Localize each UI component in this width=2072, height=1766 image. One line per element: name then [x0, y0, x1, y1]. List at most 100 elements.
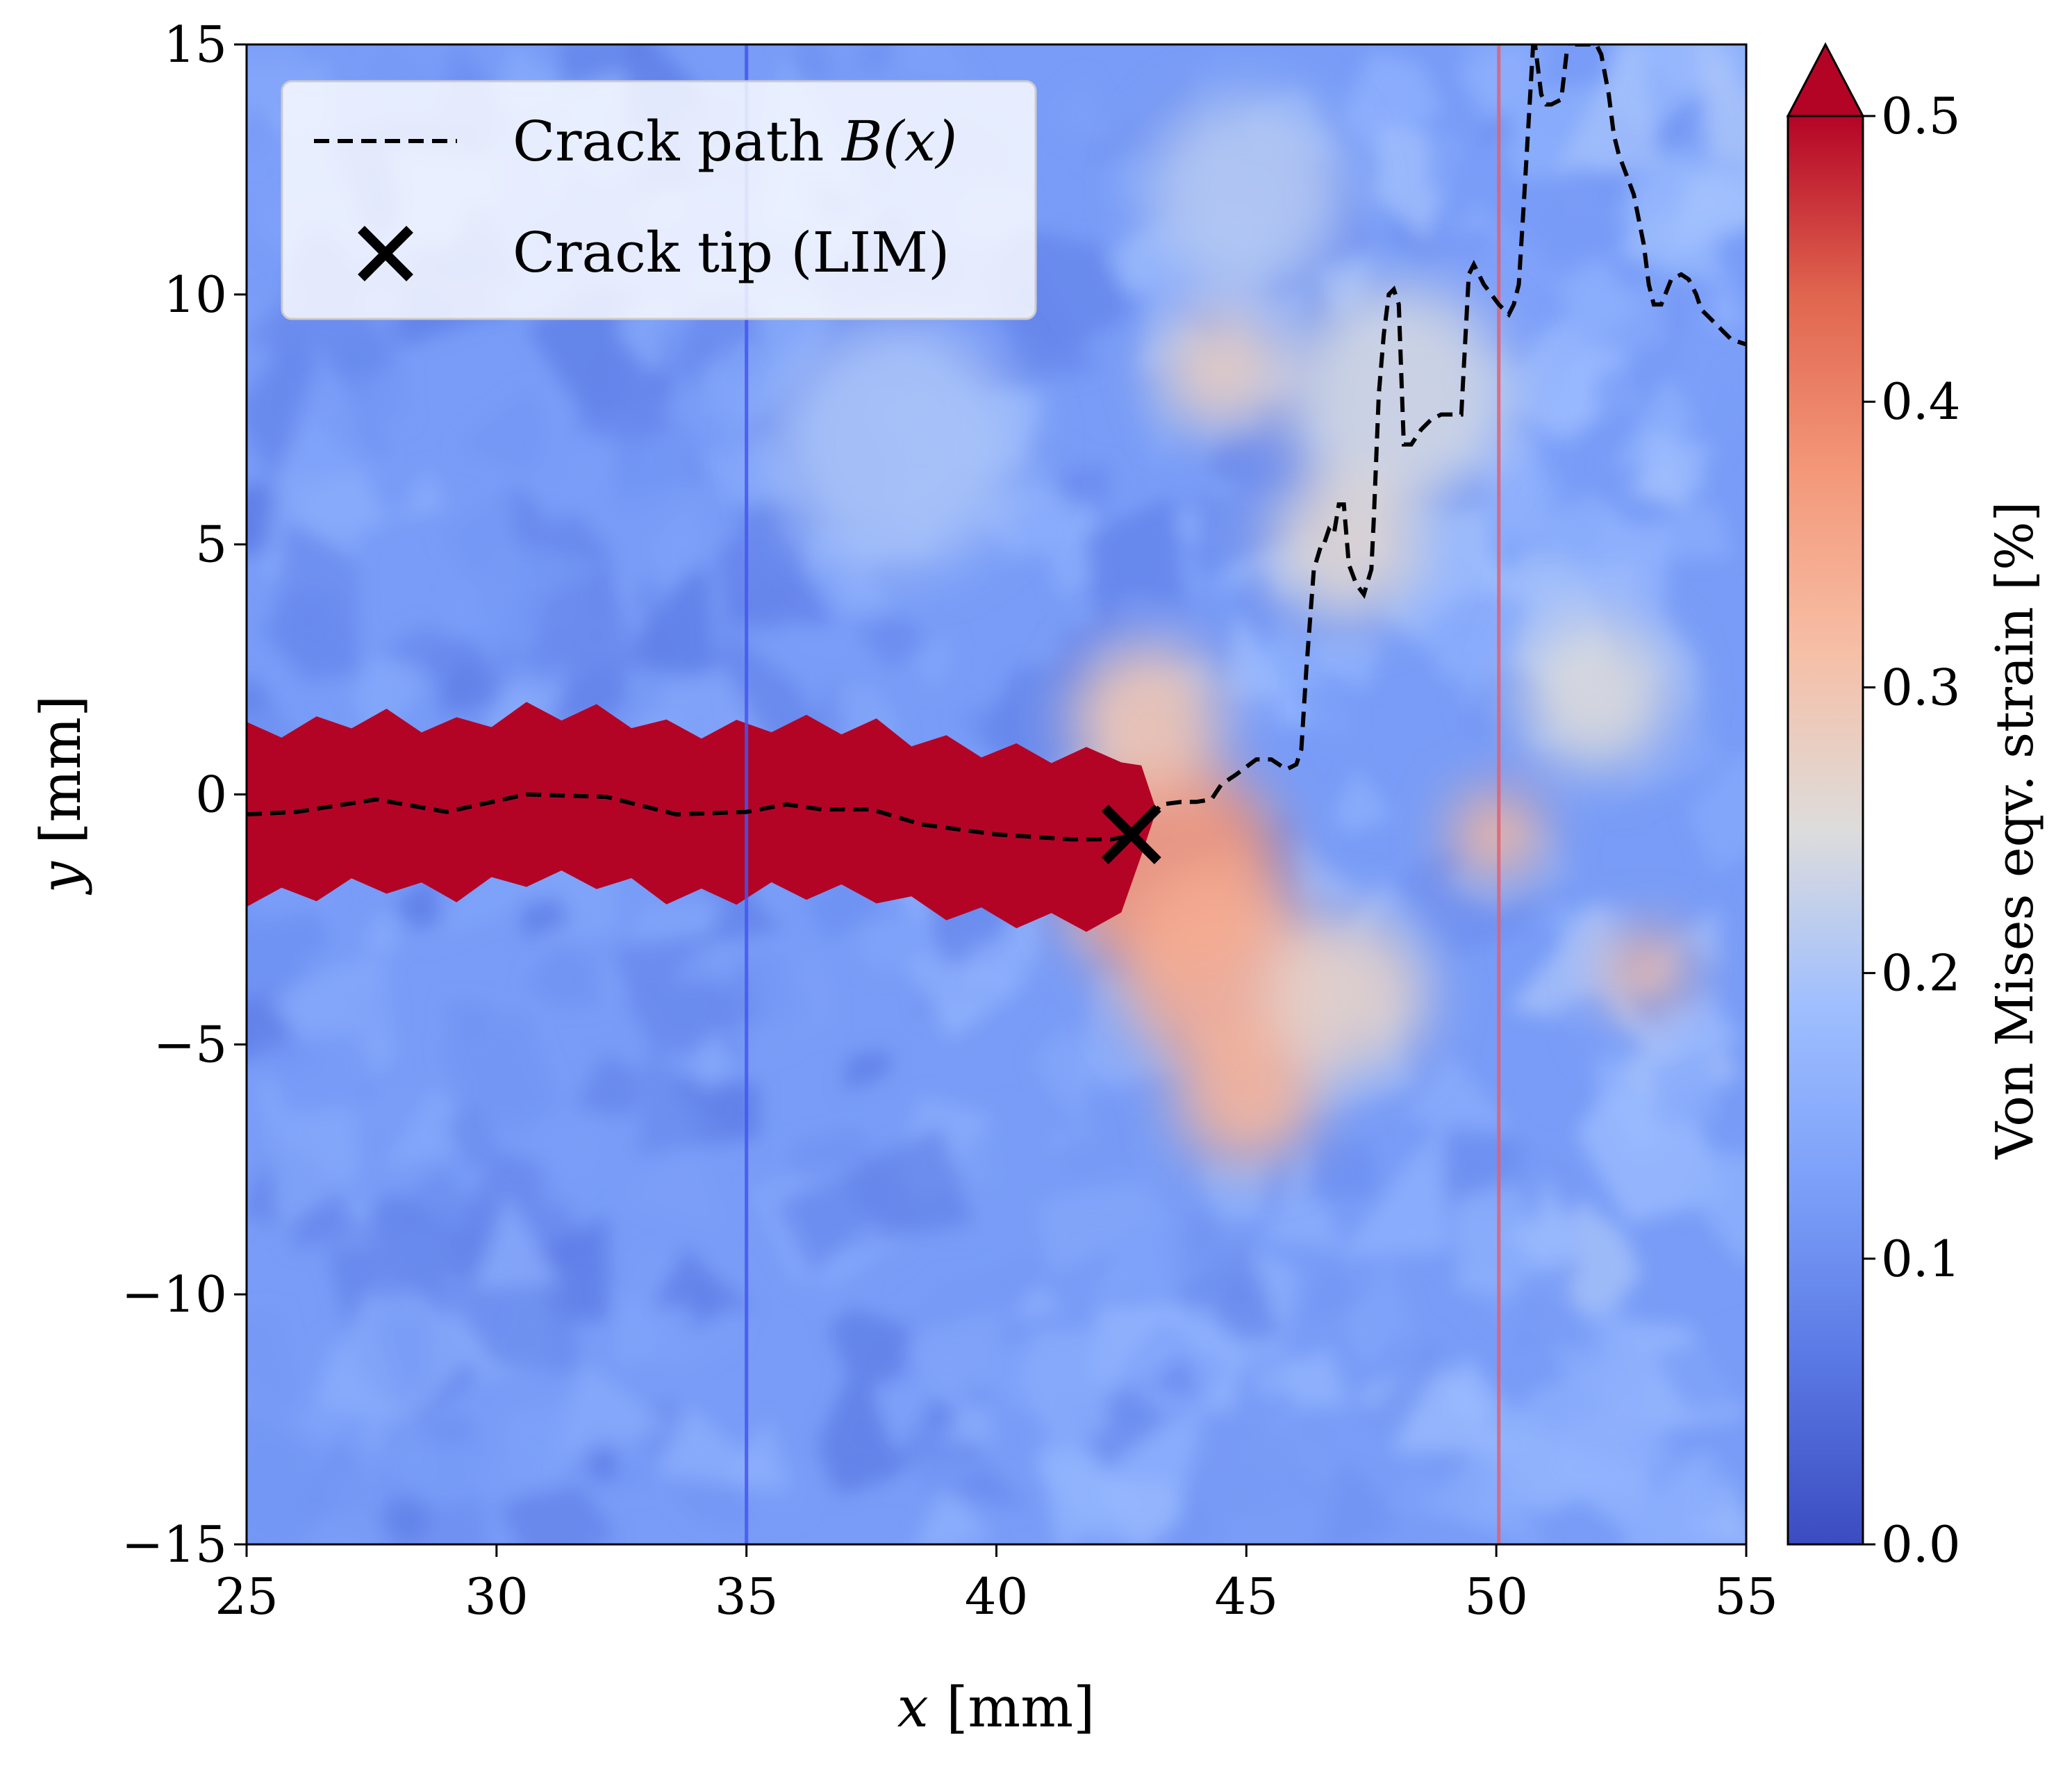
strain-texture-patch [1698, 44, 1746, 164]
x-axis-title: x [mm] [897, 1675, 1095, 1740]
strain-texture-patch [688, 1032, 727, 1093]
strain-texture-patch [362, 909, 399, 957]
strain-texture-patch [1673, 362, 1746, 448]
strain-texture-patch [851, 914, 944, 976]
strain-texture-patch [529, 563, 645, 675]
strain-texture-patch [508, 632, 552, 668]
strain-texture-patch [1389, 1363, 1513, 1453]
x-tick-label: 35 [715, 1567, 779, 1626]
crack-tip-marker [1101, 804, 1161, 865]
strain-texture-patch [1147, 1351, 1200, 1401]
x-tick-label: 55 [1714, 1567, 1778, 1626]
strain-texture-patch [915, 1480, 993, 1544]
strain-texture-patch [1680, 1150, 1746, 1267]
strain-texture-patch [247, 298, 322, 381]
process-zone-blob [1606, 929, 1686, 1009]
y-tick-label: −5 [154, 1015, 227, 1073]
strain-texture-patch [1039, 1444, 1141, 1544]
strain-texture-patch [247, 1411, 315, 1544]
strain-texture-patch [795, 44, 836, 79]
legend: Crack path B(x) Crack tip (LIM) [281, 80, 1037, 320]
strain-texture-patch [1620, 168, 1678, 235]
strain-texture-patch [852, 44, 895, 71]
strain-texture-patch [1499, 1211, 1582, 1273]
strain-texture-patch [638, 1042, 731, 1157]
strain-texture-patch [670, 941, 731, 980]
strain-texture-patch [1555, 990, 1649, 1062]
colorbar-tick-label: 0.2 [1881, 944, 1961, 1002]
strain-texture-patch [1305, 1137, 1380, 1200]
strain-texture-patch [444, 1002, 495, 1043]
process-zone-blob [1161, 309, 1282, 430]
strain-texture-patch [645, 497, 714, 589]
strain-texture-patch [1525, 160, 1628, 283]
strain-texture-patch [966, 929, 1031, 990]
strain-texture-patch [270, 520, 361, 683]
strain-texture-patch [1170, 1235, 1273, 1311]
strain-texture-patch [839, 1126, 974, 1240]
y-tick-label: 0 [195, 766, 227, 824]
process-zone-blob [1451, 789, 1541, 880]
strain-texture-patch [440, 647, 502, 716]
strain-texture-patch [259, 1032, 386, 1114]
strain-texture-patch [1034, 1181, 1168, 1277]
strain-texture-patch [620, 1127, 726, 1233]
y-tick-label: 15 [163, 15, 227, 74]
strain-texture-patch [333, 1219, 421, 1300]
legend-crack-path-label: Crack path B(x) [513, 109, 957, 174]
strain-texture-patch [1664, 999, 1743, 1067]
strain-texture-patch [485, 1394, 592, 1503]
process-zone [771, 94, 1686, 1165]
strain-texture-patch [396, 468, 448, 521]
strain-texture-patch [1455, 44, 1536, 132]
colorbar-gradient [1787, 115, 1864, 1546]
strain-texture-patch [618, 545, 716, 677]
x-tick-label: 30 [465, 1567, 529, 1626]
strain-texture-patch [1621, 1450, 1721, 1544]
strain-texture-patch [1017, 1329, 1109, 1459]
strain-texture-patch [1686, 751, 1746, 873]
strain-texture-patch [1350, 1242, 1419, 1351]
colorbar-ticks: 0.0 0.1 0.2 0.3 0.4 0.5 [1863, 87, 1961, 1574]
strain-texture-patch [362, 1404, 438, 1488]
x-tick-label: 50 [1464, 1567, 1528, 1626]
strain-texture-patch [1651, 1326, 1746, 1414]
colorbar-extend-arrow [1786, 42, 1865, 117]
strain-texture-patch [1508, 1268, 1598, 1350]
strain-texture-patch [1206, 1408, 1332, 1515]
strain-texture-patch [392, 875, 442, 930]
process-zone-blob [1176, 1024, 1317, 1165]
y-tick-label: −10 [122, 1265, 227, 1323]
x-axis-ticks: 25 30 35 40 45 50 55 [215, 1544, 1778, 1626]
strain-texture-patch [1404, 1055, 1514, 1129]
strain-texture-patch [1081, 966, 1190, 1089]
strain-texture-patch [1713, 267, 1745, 327]
strain-texture-patch [1652, 1044, 1725, 1126]
legend-crack-tip-label: Crack tip (LIM) [513, 220, 950, 285]
strain-texture-patch [1535, 493, 1646, 576]
strain-texture-patch [618, 430, 691, 521]
colorbar-tick-label: 0.3 [1881, 658, 1961, 716]
colorbar-title: Von Mises eqv. strain [%] [1985, 502, 2045, 1160]
strain-texture-patch [1664, 167, 1746, 261]
strain-texture-patch [1474, 104, 1517, 144]
crack-tip-stroke [1101, 804, 1161, 865]
colorbar-tick-label: 0.5 [1881, 87, 1961, 145]
strain-texture-patch [1070, 247, 1127, 304]
strain-texture-patch [945, 1464, 1031, 1510]
strain-texture-patch [1301, 1256, 1366, 1320]
strain-texture-patch [1043, 463, 1111, 518]
strain-texture-patch [1104, 1212, 1185, 1308]
colorbar: 0.0 0.1 0.2 0.3 0.4 0.5 Von Mises eqv. strain… [1786, 42, 2045, 1574]
process-zone-blob [1266, 914, 1427, 1075]
strain-texture-patch [1053, 1096, 1149, 1185]
strain-texture-patch [701, 874, 783, 946]
strain-texture-patch [697, 336, 784, 434]
y-tick-label: −15 [122, 1515, 227, 1574]
strain-texture-patch [514, 1215, 609, 1322]
strain-texture-patch [531, 1098, 603, 1214]
strain-texture-patch [1639, 430, 1707, 501]
legend-box [281, 80, 1037, 320]
strain-texture-patch [905, 1309, 1003, 1405]
strain-texture-patch [1284, 1348, 1350, 1410]
